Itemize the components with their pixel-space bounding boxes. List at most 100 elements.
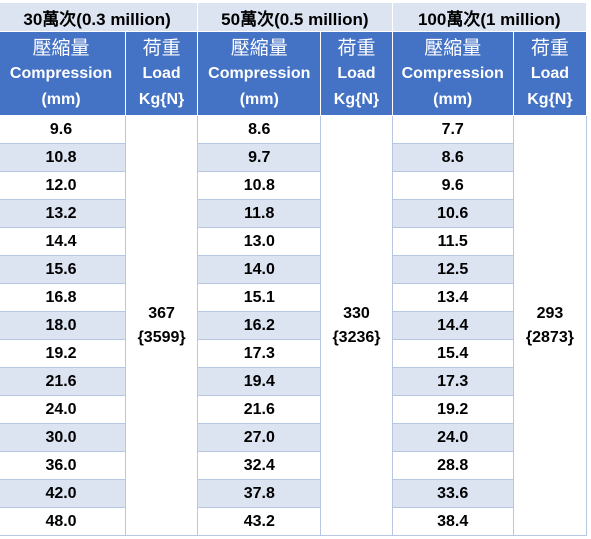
compression-value-cell: 14.0 bbox=[197, 255, 322, 284]
data-rows: 9.6 367 {3599} 8.6 330 {3236} 7.7 293 {2873} 10.8… bbox=[0, 115, 588, 536]
compression-header: 壓縮量 Compression (mm) bbox=[0, 31, 127, 116]
compression-value-cell: 27.0 bbox=[197, 423, 322, 452]
table-row: 48.0 43.2 38.4 bbox=[0, 507, 587, 536]
load-kg: 330 bbox=[343, 304, 370, 322]
table-row: 10.8 9.7 8.6 bbox=[0, 143, 587, 172]
load-header-en: Load bbox=[337, 64, 376, 82]
table-row: 15.6 14.0 12.5 bbox=[0, 255, 587, 284]
compression-value-cell: 16.8 bbox=[0, 283, 127, 312]
compression-value-cell: 48.0 bbox=[0, 507, 127, 536]
compression-value-cell: 15.4 bbox=[391, 339, 514, 368]
table-row: 9.6 367 {3599} 8.6 330 {3236} 7.7 293 {2873} bbox=[0, 115, 588, 536]
table-row: 19.2 17.3 15.4 bbox=[0, 339, 587, 368]
cycle-group-header-row: 30萬次(0.3 million) 50萬次(0.5 million) 100萬… bbox=[0, 2, 588, 32]
compression-value-cell: 30.0 bbox=[0, 423, 127, 452]
load-header-cn: 荷重 bbox=[530, 36, 569, 59]
load-header-cn: 荷重 bbox=[142, 36, 181, 59]
compression-header-cn: 壓縮量 bbox=[424, 36, 482, 59]
compression-header-unit: (mm) bbox=[41, 90, 81, 108]
compression-value-cell: 12.0 bbox=[0, 171, 127, 200]
compression-value-cell: 21.6 bbox=[197, 395, 322, 424]
load-kg: 367 bbox=[148, 304, 175, 322]
compression-header-unit: (mm) bbox=[239, 90, 279, 108]
compression-header: 壓縮量 Compression (mm) bbox=[197, 31, 322, 116]
compression-value-cell: 21.6 bbox=[0, 367, 127, 396]
load-kg: 293 bbox=[536, 304, 564, 322]
compression-value-cell: 33.6 bbox=[391, 479, 514, 508]
compression-header-cn: 壓縮量 bbox=[230, 36, 288, 59]
load-newton: {2873} bbox=[525, 328, 574, 346]
load-header-cn: 荷重 bbox=[337, 36, 376, 59]
table-row: 42.0 37.8 33.6 bbox=[0, 479, 587, 508]
compression-value-cell: 11.5 bbox=[391, 227, 514, 256]
compression-header-cn: 壓縮量 bbox=[32, 36, 90, 59]
compression-value-cell: 13.2 bbox=[0, 199, 127, 228]
compression-value-cell: 10.8 bbox=[197, 171, 322, 200]
table-row: 16.8 15.1 13.4 bbox=[0, 283, 587, 312]
table-row: 12.0 10.8 9.6 bbox=[0, 171, 587, 200]
compression-header: 壓縮量 Compression (mm) bbox=[391, 31, 514, 116]
load-header-unit: Kg{N} bbox=[138, 90, 185, 108]
group-title-2: 100萬次(1 million) bbox=[391, 2, 588, 32]
compression-value-cell: 9.6 bbox=[0, 115, 127, 144]
table-row: 14.4 13.0 11.5 bbox=[0, 227, 587, 256]
compression-value-cell: 17.3 bbox=[197, 339, 322, 368]
table-row: 30.0 27.0 24.0 bbox=[0, 423, 587, 452]
compression-value-cell: 15.1 bbox=[197, 283, 322, 312]
column-header-row: 壓縮量 Compression (mm) 荷重 Load Kg{N} 壓縮量 C… bbox=[0, 31, 588, 116]
compression-value-cell: 7.7 bbox=[391, 115, 514, 144]
load-header: 荷重 Load Kg{N} bbox=[512, 31, 588, 116]
table-row: 18.0 16.2 14.4 bbox=[0, 311, 587, 340]
load-header-en: Load bbox=[530, 64, 570, 82]
compression-value-cell: 17.3 bbox=[391, 367, 514, 396]
load-header-unit: Kg{N} bbox=[527, 90, 573, 108]
compression-value-cell: 28.8 bbox=[391, 451, 514, 480]
table-row: 21.6 19.4 17.3 bbox=[0, 367, 587, 396]
compression-value-cell: 36.0 bbox=[0, 451, 127, 480]
compression-header-en: Compression bbox=[9, 64, 113, 82]
compression-header-en: Compression bbox=[401, 64, 504, 82]
compression-value-cell: 19.2 bbox=[0, 339, 127, 368]
compression-value-cell: 18.0 bbox=[0, 311, 127, 340]
compression-value-cell: 32.4 bbox=[197, 451, 322, 480]
group-title-0: 30萬次(0.3 million) bbox=[0, 2, 199, 32]
load-newton: {3599} bbox=[137, 328, 186, 346]
compression-value-cell: 11.8 bbox=[197, 199, 322, 228]
compression-value-cell: 19.2 bbox=[391, 395, 514, 424]
compression-header-en: Compression bbox=[208, 64, 311, 82]
load-value-cell: 367 {3599} bbox=[125, 115, 199, 536]
compression-value-cell: 9.6 bbox=[391, 171, 514, 200]
load-header: 荷重 Load Kg{N} bbox=[125, 31, 199, 116]
compression-value-cell: 38.4 bbox=[391, 507, 514, 536]
compression-value-cell: 42.0 bbox=[0, 479, 127, 508]
compression-value-cell: 16.2 bbox=[197, 311, 322, 340]
compression-value-cell: 13.0 bbox=[197, 227, 322, 256]
compression-value-cell: 9.7 bbox=[197, 143, 322, 172]
load-value-cell: 330 {3236} bbox=[320, 115, 393, 536]
load-newton: {3236} bbox=[332, 328, 381, 346]
load-header: 荷重 Load Kg{N} bbox=[320, 31, 393, 116]
group-title-1: 50萬次(0.5 million) bbox=[197, 2, 393, 32]
table-row: 36.0 32.4 28.8 bbox=[0, 451, 587, 480]
compression-value-cell: 24.0 bbox=[0, 395, 127, 424]
compression-value-cell: 14.4 bbox=[0, 227, 127, 256]
compression-value-cell: 14.4 bbox=[391, 311, 514, 340]
compression-header-unit: (mm) bbox=[433, 90, 473, 108]
load-header-unit: Kg{N} bbox=[333, 90, 380, 108]
table-row: 13.2 11.8 10.6 bbox=[0, 199, 587, 228]
compression-value-cell: 10.8 bbox=[0, 143, 127, 172]
compression-value-cell: 15.6 bbox=[0, 255, 127, 284]
compression-value-cell: 43.2 bbox=[197, 507, 322, 536]
load-value-cell: 293 {2873} bbox=[512, 115, 588, 536]
compression-value-cell: 13.4 bbox=[391, 283, 514, 312]
compression-value-cell: 37.8 bbox=[197, 479, 322, 508]
compression-value-cell: 10.6 bbox=[391, 199, 514, 228]
compression-value-cell: 8.6 bbox=[391, 143, 514, 172]
compression-value-cell: 19.4 bbox=[197, 367, 322, 396]
compression-value-cell: 8.6 bbox=[197, 115, 322, 144]
compression-value-cell: 12.5 bbox=[391, 255, 514, 284]
table-row: 24.0 21.6 19.2 bbox=[0, 395, 587, 424]
compression-value-cell: 24.0 bbox=[391, 423, 514, 452]
